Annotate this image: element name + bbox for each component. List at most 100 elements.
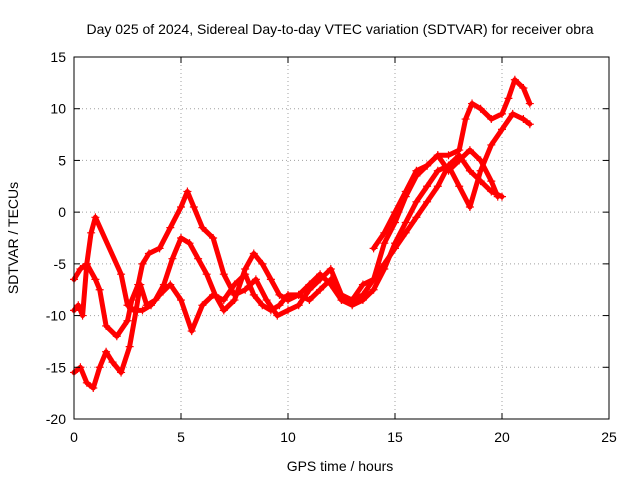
data-series [70,75,534,392]
y-tick-label: -5 [54,256,67,272]
series-track-1 [70,75,534,341]
data-point [519,115,528,124]
data-point [412,213,421,222]
data-point [117,368,126,377]
data-point [294,290,303,299]
data-point [89,383,98,392]
data-point [241,270,250,279]
y-axis-label: SDTVAR / TECUs [5,182,21,294]
data-point [498,109,506,118]
data-point [305,296,314,305]
data-point [183,187,192,196]
data-point [166,280,175,289]
x-tick-label: 25 [601,429,617,445]
x-tick-label: 0 [70,429,78,445]
data-point [129,306,138,315]
data-point [112,332,121,341]
data-point [155,290,164,299]
y-tick-label: -20 [46,411,66,427]
data-point [294,301,303,310]
data-point [82,378,91,387]
plot-frame [73,56,610,420]
data-point [166,223,175,232]
data-point [273,311,282,320]
data-point [465,202,474,211]
data-point [525,99,534,108]
data-point [476,156,485,165]
data-point [391,244,399,253]
data-point [380,239,389,248]
data-point [433,151,442,160]
data-point [168,254,177,263]
data-point [95,363,104,372]
data-point [326,275,335,284]
data-point [433,182,442,191]
data-point [461,115,470,124]
data-point [202,270,211,279]
data-point [455,182,464,191]
data-point [412,197,421,206]
data-point [508,109,517,118]
data-point [266,275,275,284]
data-point [369,285,378,294]
data-point [127,296,136,305]
data-point [275,301,284,310]
data-point [391,208,399,217]
axis-ticks: 0 5 10 15 20 25 -20 -15 -10 -5 0 5 10 15 [46,49,617,445]
data-point [95,285,104,294]
y-tick-label: 5 [58,152,66,168]
data-point [369,244,378,253]
data-point [249,290,258,299]
data-point [74,301,83,310]
data-point [76,265,85,274]
data-point [316,285,325,294]
data-point [209,290,218,299]
data-point [82,259,91,268]
data-point [155,244,164,253]
data-point [138,306,147,315]
data-point [455,156,464,165]
data-point [305,280,314,289]
data-point [91,275,100,284]
data-point [337,296,346,305]
data-point [348,296,357,305]
series-line [71,152,505,391]
data-point [262,296,271,305]
data-point [258,301,267,310]
x-tick-label: 10 [280,429,296,445]
data-point [117,270,126,279]
data-point [102,321,111,330]
data-point [284,306,292,315]
y-tick-label: 15 [50,49,66,65]
data-point [251,275,260,284]
data-point [198,301,207,310]
data-point [194,254,203,263]
data-point [423,161,432,170]
data-point [401,228,410,237]
y-tick-label: -15 [46,359,66,375]
data-point [275,290,284,299]
data-point [487,115,496,124]
data-point [423,182,432,191]
data-point [316,270,325,279]
series-track-2 [70,151,506,392]
y-tick-label: 0 [58,204,66,220]
data-point [465,146,474,155]
data-point [136,280,145,289]
x-tick-label: 15 [387,429,403,445]
y-tick-label: -10 [46,308,66,324]
data-point [177,296,185,305]
data-point [380,228,389,237]
data-point [177,234,185,242]
series-track-4 [369,146,502,253]
data-point [493,192,502,201]
chart-title: Day 025 of 2024, Sidereal Day-to-day VTE… [86,21,593,37]
data-point [510,75,519,84]
data-point [358,280,367,289]
data-point [209,234,218,242]
series-line [371,147,501,251]
data-point [108,358,117,367]
data-point [369,275,378,284]
data-point [123,301,132,310]
